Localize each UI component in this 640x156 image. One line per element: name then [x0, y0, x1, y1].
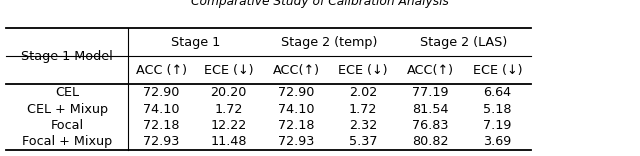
Text: 20.20: 20.20 [211, 86, 247, 99]
Text: 72.18: 72.18 [278, 119, 314, 132]
Text: 81.54: 81.54 [412, 103, 449, 116]
Text: Focal + Mixup: Focal + Mixup [22, 135, 113, 149]
Text: 72.93: 72.93 [278, 135, 314, 149]
Text: ECE (↓): ECE (↓) [204, 64, 253, 77]
Text: Stage 1: Stage 1 [171, 36, 220, 49]
Text: ACC (↑): ACC (↑) [136, 64, 187, 77]
Text: Stage 2 (LAS): Stage 2 (LAS) [420, 36, 508, 49]
Text: 7.19: 7.19 [483, 119, 512, 132]
Text: ECE (↓): ECE (↓) [473, 64, 522, 77]
Text: 6.64: 6.64 [484, 86, 511, 99]
Text: CEL: CEL [55, 86, 79, 99]
Text: 1.72: 1.72 [349, 103, 378, 116]
Text: 5.37: 5.37 [349, 135, 378, 149]
Text: ECE (↓): ECE (↓) [339, 64, 388, 77]
Text: ACC(↑): ACC(↑) [407, 64, 454, 77]
Text: Comparative Study of Calibration Analysis: Comparative Study of Calibration Analysi… [191, 0, 449, 8]
Text: ACC(↑): ACC(↑) [273, 64, 319, 77]
Text: 77.19: 77.19 [412, 86, 449, 99]
Text: CEL + Mixup: CEL + Mixup [27, 103, 108, 116]
Text: 2.32: 2.32 [349, 119, 378, 132]
Text: 74.10: 74.10 [278, 103, 314, 116]
Text: 80.82: 80.82 [412, 135, 449, 149]
Text: 1.72: 1.72 [214, 103, 243, 116]
Text: Stage 1 Model: Stage 1 Model [21, 50, 113, 63]
Text: 72.90: 72.90 [278, 86, 314, 99]
Text: Focal: Focal [51, 119, 84, 132]
Text: 12.22: 12.22 [211, 119, 247, 132]
Text: 3.69: 3.69 [483, 135, 512, 149]
Text: 11.48: 11.48 [211, 135, 247, 149]
Text: 5.18: 5.18 [483, 103, 512, 116]
Text: 2.02: 2.02 [349, 86, 378, 99]
Text: 74.10: 74.10 [143, 103, 180, 116]
Text: 72.18: 72.18 [143, 119, 180, 132]
Text: Stage 2 (temp): Stage 2 (temp) [282, 36, 378, 49]
Text: 76.83: 76.83 [412, 119, 449, 132]
Text: 72.93: 72.93 [143, 135, 180, 149]
Text: 72.90: 72.90 [143, 86, 180, 99]
